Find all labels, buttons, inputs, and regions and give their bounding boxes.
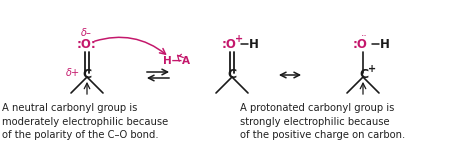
Text: ··: ·· [361, 31, 367, 41]
Text: H—A: H—A [164, 56, 191, 66]
Text: A neutral carbonyl group is
moderately electrophilic because
of the polarity of : A neutral carbonyl group is moderately e… [2, 103, 168, 140]
Text: +: + [235, 34, 243, 44]
Text: :O: :O [353, 38, 367, 50]
Text: δ+: δ+ [66, 68, 80, 78]
Text: H: H [249, 38, 259, 50]
Text: :O: :O [221, 38, 237, 50]
Text: C: C [359, 69, 369, 81]
Text: H: H [380, 38, 390, 50]
Text: :O:: :O: [77, 38, 97, 50]
Text: +: + [368, 64, 376, 74]
Text: C: C [228, 69, 237, 81]
Text: C: C [82, 69, 91, 81]
Text: A protonated carbonyl group is
strongly electrophilic because
of the positive ch: A protonated carbonyl group is strongly … [240, 103, 405, 140]
Text: δ–: δ– [81, 28, 91, 38]
